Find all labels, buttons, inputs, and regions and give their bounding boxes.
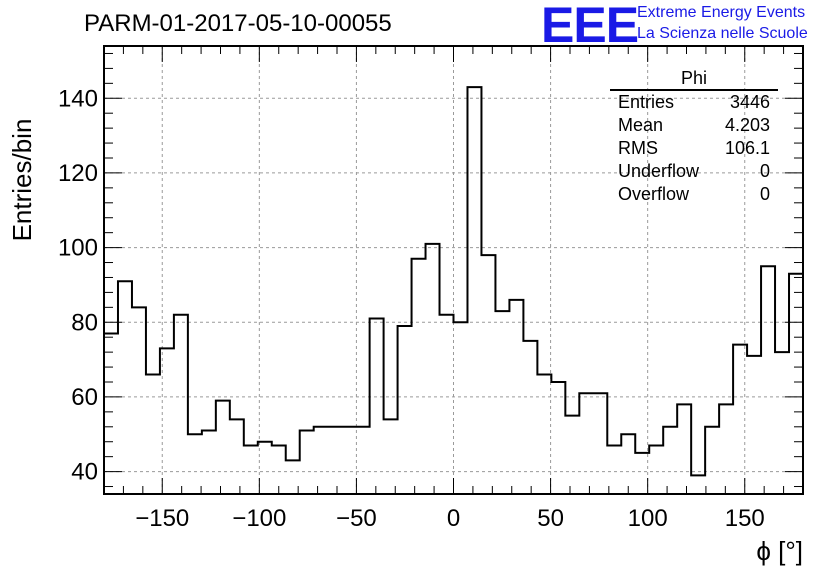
page-title: PARM-01-2017-05-10-00055 bbox=[84, 10, 392, 37]
stats-row: Entries 3446 bbox=[610, 91, 778, 114]
stats-label: Underflow bbox=[618, 161, 700, 181]
logo-line-1: Extreme Energy Events bbox=[637, 4, 806, 21]
y-axis-label: Entries/bin bbox=[7, 119, 37, 242]
stats-value: 3446 bbox=[729, 92, 770, 112]
eee-logo: EEE bbox=[541, 0, 639, 53]
y-tick-label: 80 bbox=[71, 309, 98, 336]
stats-label: Entries bbox=[618, 92, 675, 112]
stats-value: 0 bbox=[759, 184, 770, 204]
y-tick-label: 120 bbox=[58, 160, 98, 187]
histogram-steps bbox=[104, 86, 803, 477]
x-axis: −150 −100 −50 0 50 100 150 bbox=[103, 46, 804, 532]
y-tick-label: 40 bbox=[71, 459, 98, 486]
stats-value: 4.203 bbox=[724, 115, 770, 135]
stats-title: Phi bbox=[610, 68, 778, 91]
x-tick-label: −50 bbox=[336, 505, 377, 532]
x-tick-label: −150 bbox=[135, 505, 189, 532]
stats-label: RMS bbox=[618, 138, 658, 158]
logo-line-2: La Scienza nelle Scuole bbox=[637, 25, 808, 42]
x-axis-label: ϕ [°] bbox=[756, 536, 803, 566]
x-tick-label: 100 bbox=[628, 505, 668, 532]
x-tick-label: −100 bbox=[232, 505, 286, 532]
x-tick-label: 0 bbox=[447, 505, 460, 532]
stats-label: Overflow bbox=[618, 184, 690, 204]
x-tick-label: 50 bbox=[537, 505, 564, 532]
stats-row: Mean 4.203 bbox=[610, 114, 778, 137]
stats-box: Phi Entries 3446 Mean 4.203 RMS 106.1 Un… bbox=[610, 68, 778, 206]
y-tick-label: 140 bbox=[58, 85, 98, 112]
y-tick-label: 100 bbox=[58, 235, 98, 262]
stats-row: RMS 106.1 bbox=[610, 137, 778, 160]
stats-row: Overflow 0 bbox=[610, 183, 778, 206]
grid-lines bbox=[104, 46, 803, 494]
y-axis: 40 60 80 100 120 140 bbox=[58, 52, 803, 488]
y-tick-label: 60 bbox=[71, 384, 98, 411]
stats-row: Underflow 0 bbox=[610, 160, 778, 183]
x-tick-label: 150 bbox=[725, 505, 765, 532]
stats-label: Mean bbox=[618, 115, 664, 135]
stats-value: 0 bbox=[759, 161, 770, 181]
stats-value: 106.1 bbox=[724, 138, 770, 158]
